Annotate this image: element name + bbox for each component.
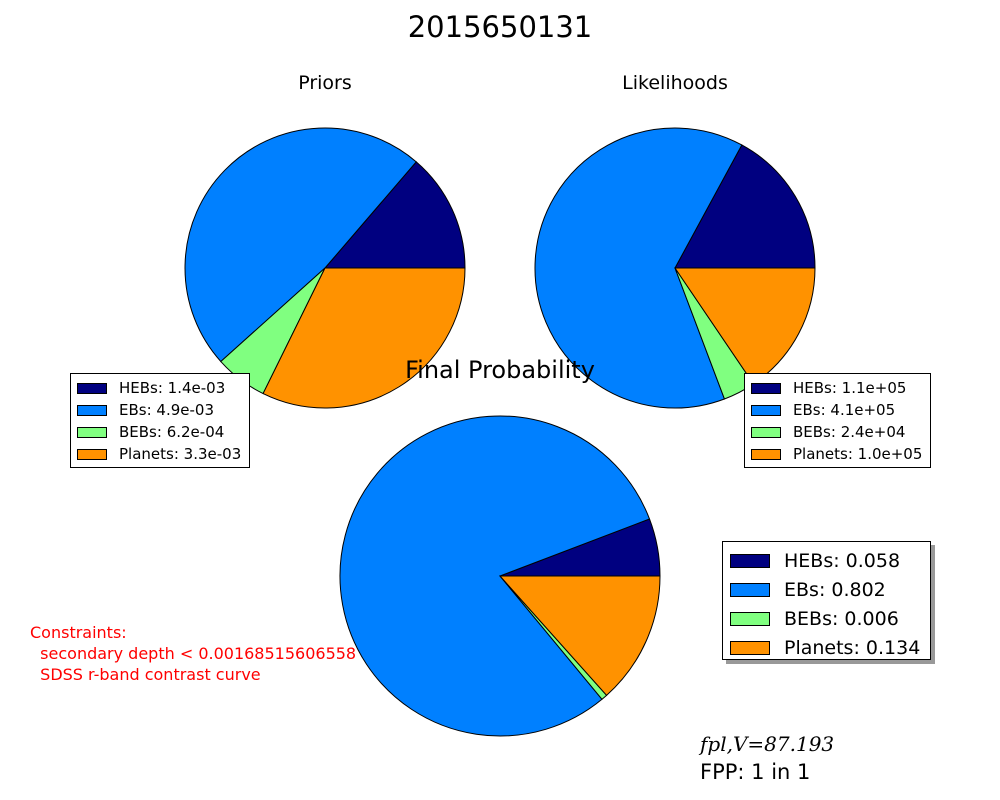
pie-slice-planets [262, 267, 466, 409]
legend-label: EBs: 0.802 [784, 578, 886, 601]
legend-label: EBs: 4.9e-03 [119, 401, 214, 419]
legend-swatch [730, 640, 770, 655]
constraints-heading: Constraints: [30, 623, 127, 642]
final-probability-legend: HEBs: 0.058 EBs: 0.802 BEBs: 0.006 Planets:… [722, 541, 931, 660]
legend-swatch [751, 426, 781, 438]
constraint-item: SDSS r-band contrast curve [30, 665, 261, 684]
legend-swatch [77, 426, 107, 438]
legend-label: Planets: 3.3e-03 [119, 445, 242, 463]
fpp-text: FPP: 1 in 1 [700, 760, 811, 784]
legend-entry-hebs: HEBs: 0.058 [730, 546, 923, 575]
legend-swatch [751, 448, 781, 460]
legend-swatch [77, 404, 107, 416]
legend-label: BEBs: 0.006 [784, 607, 899, 630]
priors-title: Priors [298, 72, 352, 94]
legend-swatch [751, 382, 781, 394]
legend-entry-planets: Planets: 1.0e+05 [751, 443, 924, 465]
legend-label: BEBs: 2.4e+04 [793, 423, 906, 441]
constraint-item: secondary depth < 0.00168515606558 [30, 644, 357, 663]
legend-label: BEBs: 6.2e-04 [119, 423, 225, 441]
priors-pie-chart [184, 127, 466, 409]
legend-entry-hebs: HEBs: 1.4e-03 [77, 377, 243, 399]
final-probability-title: Final Probability [405, 356, 595, 384]
legend-swatch [730, 553, 770, 568]
legend-entry-planets: Planets: 0.134 [730, 633, 923, 662]
likelihoods-title: Likelihoods [622, 72, 728, 94]
constraints-annotation: Constraints: secondary depth < 0.0016851… [30, 622, 356, 685]
pie-slice-hebs [323, 161, 466, 269]
legend-entry-planets: Planets: 3.3e-03 [77, 443, 243, 465]
legend-swatch [730, 611, 770, 626]
legend-swatch [77, 382, 107, 394]
legend-swatch [77, 448, 107, 460]
legend-label: HEBs: 1.4e-03 [119, 379, 226, 397]
legend-label: HEBs: 1.1e+05 [793, 379, 907, 397]
likelihoods-pie-chart [534, 127, 816, 409]
figure-title: 2015650131 [407, 10, 593, 44]
final-probability-pie-chart [339, 415, 661, 737]
pie-slice-ebs [184, 127, 417, 363]
likelihoods-legend: HEBs: 1.1e+05 EBs: 4.1e+05 BEBs: 2.4e+04 Pl… [744, 373, 931, 468]
pie-slice-planets [498, 575, 661, 697]
legend-entry-bebs: BEBs: 6.2e-04 [77, 421, 243, 443]
fpl-value-text: fpl,V=87.193 [700, 732, 835, 756]
legend-entry-ebs: EBs: 4.1e+05 [751, 399, 924, 421]
legend-entry-hebs: HEBs: 1.1e+05 [751, 377, 924, 399]
priors-legend: HEBs: 1.4e-03 EBs: 4.9e-03 BEBs: 6.2e-04 Pl… [70, 373, 250, 468]
legend-label: EBs: 4.1e+05 [793, 401, 896, 419]
legend-entry-ebs: EBs: 0.802 [730, 575, 923, 604]
legend-label: Planets: 1.0e+05 [793, 445, 923, 463]
pie-slice-hebs [674, 144, 816, 269]
legend-label: HEBs: 0.058 [784, 549, 901, 572]
legend-swatch [751, 404, 781, 416]
legend-entry-ebs: EBs: 4.9e-03 [77, 399, 243, 421]
pie-slice-ebs [534, 127, 743, 409]
legend-entry-bebs: BEBs: 0.006 [730, 604, 923, 633]
legend-swatch [730, 582, 770, 597]
pie-slice-ebs [339, 415, 651, 737]
legend-entry-bebs: BEBs: 2.4e+04 [751, 421, 924, 443]
legend-label: Planets: 0.134 [784, 636, 921, 659]
